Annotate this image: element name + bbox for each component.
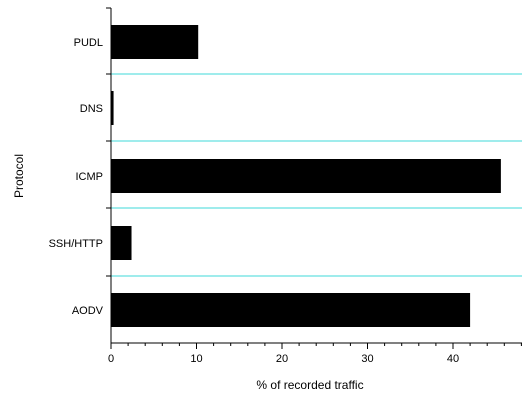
y-axis-title: Protocol <box>12 154 26 198</box>
y-tick-label: AODV <box>72 305 104 317</box>
y-tick-label: SSH/HTTP <box>49 238 103 250</box>
x-tick-label: 0 <box>108 353 114 365</box>
bars <box>111 25 501 327</box>
y-axis-ticks: PUDL DNS ICMP SSH/HTTP AODV <box>49 7 111 317</box>
x-axis-title: % of recorded traffic <box>256 378 363 392</box>
bar-ssh-http <box>111 226 132 260</box>
bar-icmp <box>111 159 501 193</box>
bar-pudl <box>111 25 199 59</box>
x-tick-label: 10 <box>190 353 202 365</box>
bar-dns <box>111 91 114 125</box>
x-axis-ticks: 0 10 20 30 40 <box>108 343 522 365</box>
y-tick-label: DNS <box>80 103 103 115</box>
x-tick-label: 40 <box>447 353 459 365</box>
x-tick-label: 30 <box>361 353 373 365</box>
y-tick-label: ICMP <box>76 171 104 183</box>
y-tick-label: PUDL <box>74 37 103 49</box>
bar-aodv <box>111 293 471 327</box>
category-separators <box>111 73 522 277</box>
x-tick-label: 20 <box>276 353 288 365</box>
